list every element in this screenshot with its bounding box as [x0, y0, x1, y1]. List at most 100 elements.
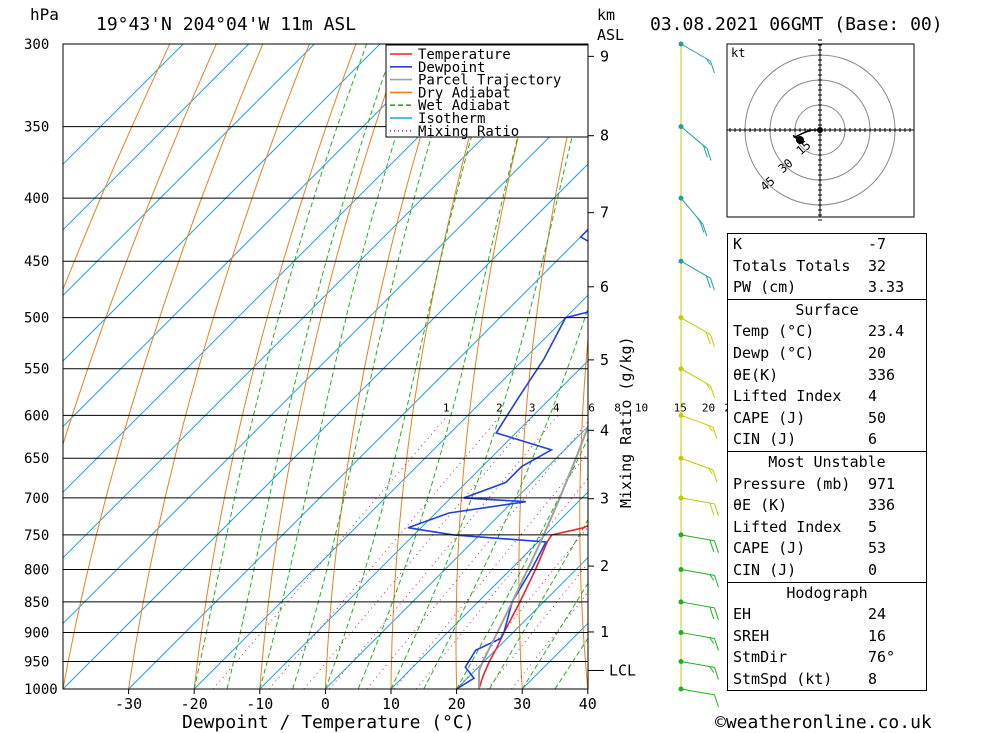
wind-barb-staff: [680, 126, 708, 149]
indices-panel: K -7 Totals Totals 32 PW (cm) 3.33 Surface Te…: [727, 233, 927, 692]
wet-adiabat-line: [423, 306, 588, 689]
wind-barb-column: [678, 41, 719, 708]
credit-text: ©weatheronline.co.uk: [715, 712, 932, 733]
pressure-tick-label: 750: [24, 528, 49, 544]
wind-barb-staff: [680, 43, 711, 62]
temperature-tick-label: 20: [448, 695, 466, 713]
wind-barb-flag: [709, 606, 715, 620]
height-tick-label: 8: [600, 127, 609, 145]
wind-barb-staff: [680, 534, 715, 542]
pressure-tick-label: 950: [24, 655, 49, 671]
hodograph-origin-dot: [817, 127, 823, 133]
temperature-tick-label: -10: [246, 695, 273, 713]
most-unstable-title: Most Unstable: [768, 452, 886, 471]
legend-label: Dewpoint: [418, 60, 485, 76]
stat-value: 4: [868, 387, 878, 406]
stat-value: 24: [868, 605, 887, 624]
stat-label: CIN (J): [733, 430, 797, 449]
height-tick-label: 9: [600, 47, 609, 65]
wind-barb-flag: [708, 425, 713, 432]
isotherm-line: [325, 425, 588, 689]
stat-value: -7: [868, 235, 887, 253]
mixing-ratio-labels: 12346810152025: [443, 401, 738, 414]
wind-barb-staff: [680, 497, 715, 505]
pressure-tick-label: 300: [24, 37, 49, 53]
height-axis: 9 8 7 6 5 4 3 2 1 LCL: [588, 47, 636, 679]
isotherm-line: [63, 97, 588, 625]
stat-value: 336: [868, 365, 896, 384]
stat-value: 5: [868, 517, 878, 536]
stat-row: Pressure (mb) 971: [728, 474, 926, 496]
height-tick-label: 5: [600, 351, 609, 369]
temperature-axis: -30 -20 -10 0 10 20 30 40: [115, 689, 597, 713]
stat-label: Temp (°C): [733, 322, 815, 341]
wind-barb-flag: [706, 148, 712, 161]
height-tick-label: 7: [600, 204, 609, 222]
stat-value: 76°: [868, 648, 896, 667]
mixing-ratio-tick-label: 8: [614, 401, 621, 414]
stat-label: θE (K): [733, 496, 788, 515]
stat-value: 0: [868, 560, 878, 579]
pressure-tick-label: 700: [24, 491, 49, 507]
wind-barb-staff: [680, 688, 715, 696]
datetime-title: 03.08.2021 06GMT (Base: 00): [650, 14, 943, 35]
dry-adiabat-line: [324, 44, 450, 689]
wind-barb-flag: [709, 334, 715, 347]
legend-label: Mixing Ratio: [418, 124, 519, 140]
pressure-tick-label: 500: [24, 311, 49, 327]
wind-barb-flag: [709, 539, 715, 553]
stat-label: EH: [733, 605, 752, 624]
stat-label: Pressure (mb): [733, 474, 851, 493]
wind-barb-flag: [709, 60, 715, 74]
legend-label: Temperature: [418, 47, 511, 63]
wet-adiabat-line: [193, 44, 368, 689]
stat-label: PW (cm): [733, 278, 797, 297]
height-tick-label: 2: [600, 557, 609, 575]
stat-label: StmDir: [733, 648, 788, 667]
wind-barb-flag: [702, 145, 708, 158]
wet-adiabat-line: [292, 44, 460, 689]
hodograph-unit-label: kt: [731, 46, 745, 60]
isotherm-line: [259, 360, 588, 689]
stat-row: CAPE (J) 53: [728, 538, 926, 560]
legend-box: [385, 44, 589, 138]
stat-row: Totals Totals 32: [728, 256, 926, 278]
wind-barb-flag: [714, 638, 719, 651]
plot-frame: [62, 43, 589, 690]
pressure-tick-label: 350: [24, 120, 49, 136]
sounding-series: [407, 228, 588, 689]
isotherm-line: [63, 44, 512, 493]
dry-adiabat-line: [958, 44, 1000, 689]
stat-label: Lifted Index: [733, 387, 842, 406]
isotherm-line: [63, 44, 250, 231]
stat-value: 32: [868, 256, 887, 275]
stat-value: 50: [868, 408, 887, 427]
wind-barb-flag: [702, 224, 708, 237]
pressure-tick-label: 800: [24, 562, 49, 578]
mixing-ratio-tick-label: 2: [496, 401, 503, 414]
dry-adiabat-line: [63, 44, 264, 689]
wind-barb-flag: [705, 383, 711, 390]
wind-barb-flag: [709, 502, 715, 516]
hodograph-storm-dot: [796, 136, 804, 144]
dry-adiabat-line: [63, 44, 171, 291]
wind-barb-flag: [709, 385, 715, 398]
pressure-tick-label: 900: [24, 626, 49, 642]
pressure-tick-label: 400: [24, 191, 49, 207]
stat-label: CAPE (J): [733, 408, 806, 427]
wind-barb-flag: [714, 694, 719, 708]
legend-label: Dry Adiabat: [418, 85, 511, 101]
height-tick-label: 6: [600, 278, 609, 296]
wind-barb-flag: [714, 503, 719, 516]
stat-row: θE(K) 336: [728, 365, 926, 387]
stat-label: CAPE (J): [733, 539, 806, 558]
dry-adiabat-line: [128, 44, 310, 689]
legend-label: Wet Adiabat: [418, 98, 511, 114]
mixing-ratio-tick-label: 4: [553, 401, 560, 414]
temperature-tick-label: 10: [382, 695, 400, 713]
hodograph-stats-title: Hodograph: [786, 583, 868, 602]
stat-label: CIN (J): [733, 560, 797, 579]
dry-adiabat-line: [696, 44, 728, 689]
wind-barb-staff: [680, 414, 714, 428]
